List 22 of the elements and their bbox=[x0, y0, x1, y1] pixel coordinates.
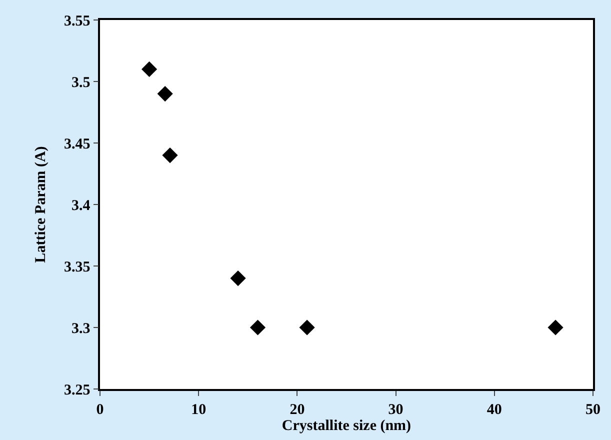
point bbox=[250, 320, 266, 336]
x-tick-label: 10 bbox=[191, 402, 206, 418]
point bbox=[230, 270, 246, 286]
x-tick-label: 0 bbox=[96, 402, 104, 418]
point bbox=[162, 148, 178, 164]
point bbox=[142, 61, 158, 77]
point bbox=[299, 320, 315, 336]
y-tick-label: 3.4 bbox=[72, 198, 91, 214]
x-axis-title: Crystallite size (nm) bbox=[282, 418, 412, 434]
point bbox=[548, 320, 564, 336]
y-tick-label: 3.5 bbox=[72, 74, 90, 91]
y-tick-label: 3.55 bbox=[64, 13, 90, 30]
y-axis-title: Lattice Param (A) bbox=[32, 146, 49, 263]
y-tick-label: 3.3 bbox=[72, 320, 90, 337]
x-tick-label: 50 bbox=[586, 402, 600, 418]
x-tick-label: 20 bbox=[290, 402, 305, 418]
y-tick-label: 3.35 bbox=[64, 259, 90, 276]
y-tick-label: 3.45 bbox=[64, 136, 90, 152]
point bbox=[157, 86, 173, 102]
y-tick-label: 3.25 bbox=[64, 382, 90, 398]
x-tick-label: 40 bbox=[486, 402, 502, 418]
x-tick-label: 30 bbox=[388, 402, 404, 418]
